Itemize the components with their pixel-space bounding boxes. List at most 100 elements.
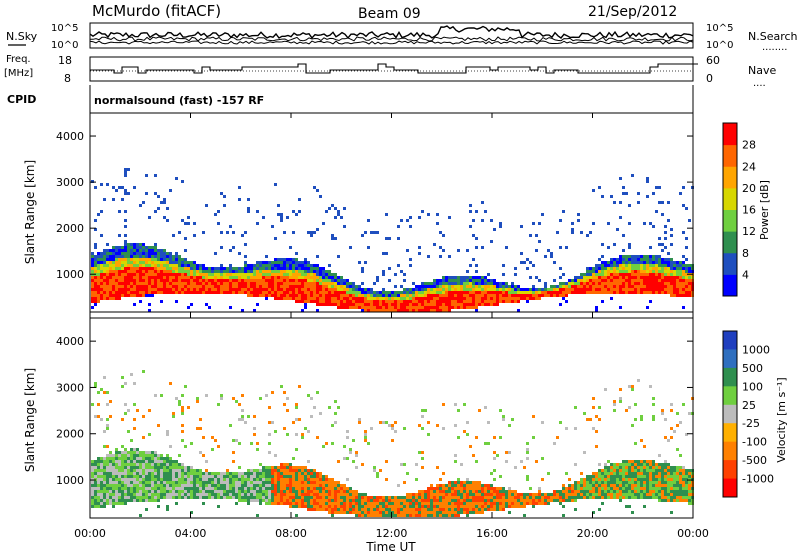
heatmap-cell — [589, 273, 592, 276]
heatmap-cell — [619, 279, 622, 282]
heatmap-cell — [91, 505, 94, 508]
heatmap-cell — [199, 285, 202, 288]
heatmap-cell — [358, 297, 361, 300]
heatmap-cell — [655, 291, 658, 294]
heatmap-cell — [361, 511, 364, 514]
heatmap-cell — [166, 291, 169, 294]
heatmap-cell — [142, 472, 145, 475]
heatmap-cell — [340, 297, 343, 300]
heatmap-cell — [442, 282, 445, 285]
heatmap-cell — [307, 472, 310, 475]
heatmap-cell — [364, 303, 367, 306]
heatmap-cell — [367, 291, 370, 294]
heatmap-cell — [421, 297, 424, 300]
heatmap-cell — [130, 466, 133, 469]
heatmap-cell — [655, 273, 658, 276]
heatmap-cell — [109, 487, 112, 490]
heatmap-cell — [142, 282, 145, 285]
heatmap-cell — [115, 466, 118, 469]
heatmap-cell — [199, 282, 202, 285]
heatmap-cell — [472, 297, 475, 300]
heatmap-cell — [442, 490, 445, 493]
heatmap-cell — [139, 469, 142, 472]
heatmap-cell — [166, 433, 169, 436]
heatmap-cell — [241, 472, 244, 475]
heatmap-cell — [466, 300, 469, 303]
heatmap-cell — [625, 505, 628, 508]
heatmap-cell — [421, 502, 424, 505]
heatmap-cell — [529, 288, 532, 291]
heatmap-cell — [166, 490, 169, 493]
heatmap-cell — [133, 403, 136, 406]
heatmap-cell — [154, 499, 157, 502]
heatmap-cell — [331, 493, 334, 496]
heatmap-cell — [613, 261, 616, 264]
heatmap-cell — [244, 291, 247, 294]
heatmap-cell — [151, 273, 154, 276]
heatmap-cell — [448, 255, 451, 258]
heatmap-cell — [121, 252, 124, 255]
heatmap-cell — [115, 496, 118, 499]
heatmap-cell — [127, 255, 130, 258]
heatmap-cell — [184, 445, 187, 448]
heatmap-cell — [298, 493, 301, 496]
heatmap-cell — [595, 430, 598, 433]
heatmap-cell — [127, 258, 130, 261]
heatmap-cell — [127, 261, 130, 264]
heatmap-cell — [619, 472, 622, 475]
heatmap-cell — [199, 267, 202, 270]
heatmap-cell — [241, 496, 244, 499]
heatmap-cell — [307, 493, 310, 496]
heatmap-cell — [100, 297, 103, 300]
heatmap-cell — [154, 460, 157, 463]
heatmap-cell — [229, 285, 232, 288]
heatmap-cell — [160, 258, 163, 261]
heatmap-cell — [229, 273, 232, 276]
heatmap-cell — [373, 505, 376, 508]
heatmap-cell — [661, 276, 664, 279]
heatmap-cell — [652, 487, 655, 490]
heatmap-cell — [223, 273, 226, 276]
heatmap-cell — [574, 285, 577, 288]
heatmap-cell — [193, 496, 196, 499]
heatmap-cell — [610, 463, 613, 466]
heatmap-cell — [637, 192, 640, 195]
heatmap-cell — [682, 306, 685, 309]
heatmap-cell — [292, 264, 295, 267]
heatmap-cell — [568, 496, 571, 499]
heatmap-cell — [94, 300, 97, 303]
heatmap-cell — [106, 270, 109, 273]
heatmap-cell — [421, 409, 424, 412]
heatmap-cell — [337, 511, 340, 514]
heatmap-cell — [433, 514, 436, 517]
heatmap-cell — [634, 490, 637, 493]
heatmap-cell — [160, 394, 163, 397]
heatmap-cell — [169, 282, 172, 285]
heatmap-cell — [262, 264, 265, 267]
heatmap-cell — [340, 487, 343, 490]
heatmap-cell — [136, 493, 139, 496]
heatmap-cell — [190, 264, 193, 267]
heatmap-cell — [427, 294, 430, 297]
heatmap-cell — [343, 291, 346, 294]
heatmap-cell — [469, 496, 472, 499]
heatmap-cell — [565, 499, 568, 502]
heatmap-cell — [346, 502, 349, 505]
heatmap-cell — [385, 505, 388, 508]
heatmap-cell — [328, 484, 331, 487]
heatmap-cell — [643, 490, 646, 493]
heatmap-cell — [442, 285, 445, 288]
heatmap-cell — [109, 249, 112, 252]
heatmap-cell — [121, 276, 124, 279]
heatmap-cell — [154, 258, 157, 261]
heatmap-cell — [265, 490, 268, 493]
heatmap-cell — [121, 496, 124, 499]
heatmap-cell — [148, 303, 151, 306]
heatmap-cell — [538, 499, 541, 502]
heatmap-cell — [391, 499, 394, 502]
heatmap-cell — [223, 270, 226, 273]
heatmap-cell — [133, 249, 136, 252]
heatmap-cell — [328, 207, 331, 210]
heatmap-cell — [250, 291, 253, 294]
heatmap-cell — [181, 273, 184, 276]
